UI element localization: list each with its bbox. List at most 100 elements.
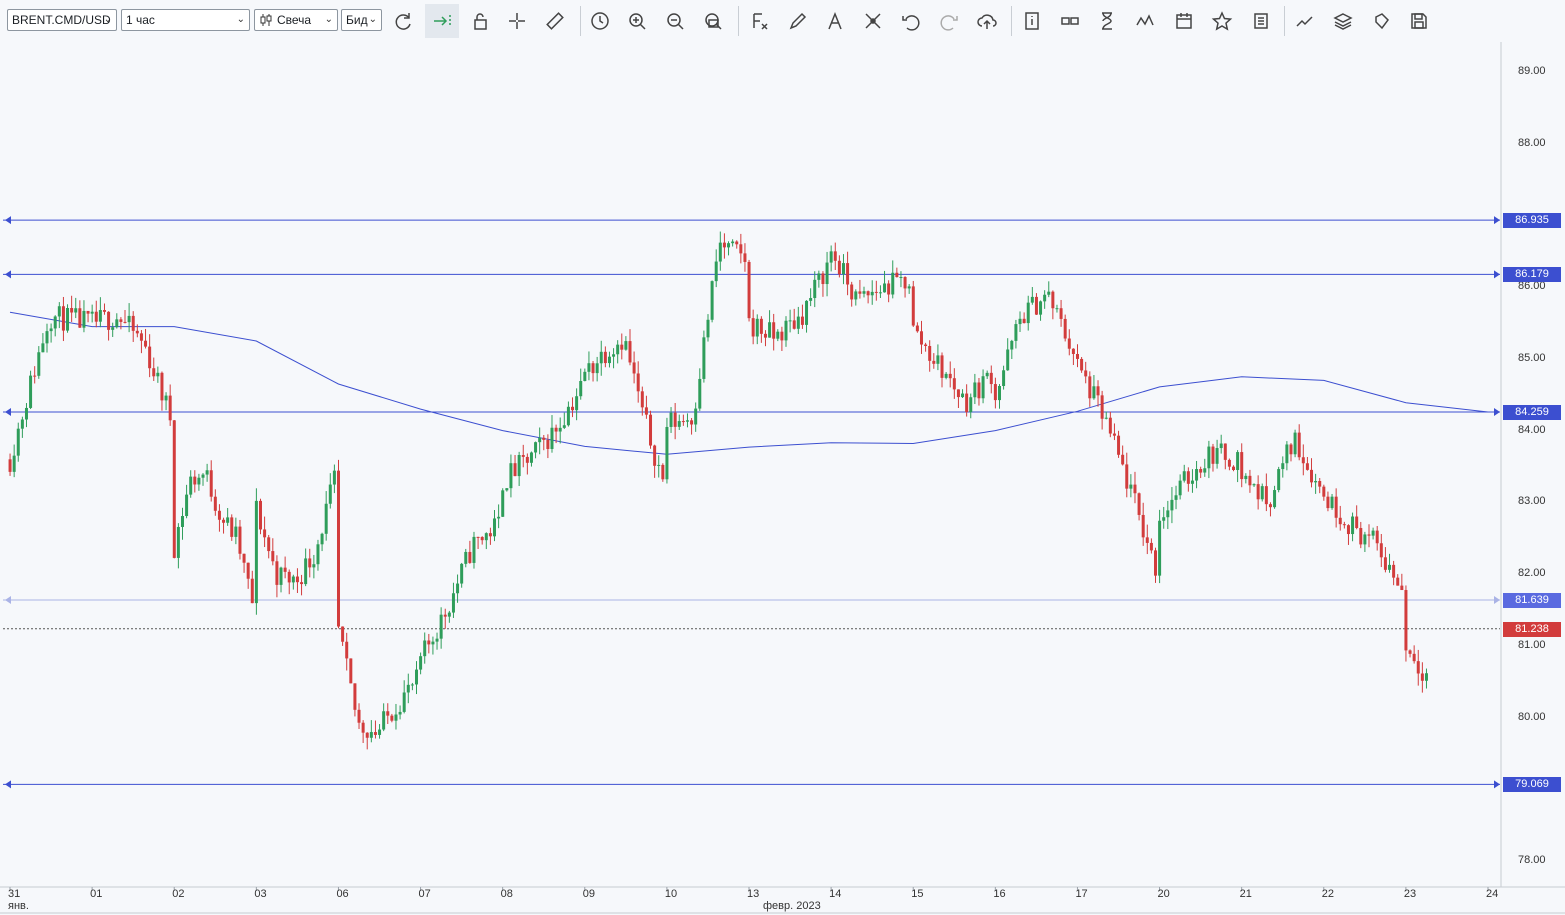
candle [525,453,529,475]
candle [1392,560,1396,586]
candle [1141,502,1145,546]
candle [78,300,82,328]
candle [665,417,669,484]
candle [850,281,854,307]
candle-body [369,732,373,738]
candle-body [267,537,271,552]
cloud-upload-icon[interactable] [972,7,1002,35]
candle [24,403,28,428]
price-side-select[interactable]: Бид ⌄ [341,9,382,31]
candle [476,536,480,550]
candle-body [57,306,61,317]
zoom-in-icon[interactable] [622,7,652,35]
candle-body [550,427,554,449]
candle-body [472,536,476,563]
symbol-select[interactable]: BRENT.CMD/USD ⌄ [7,9,117,31]
calendar-icon[interactable] [1169,7,1199,35]
candle [300,574,304,596]
zoom-reset-icon[interactable] [698,7,728,35]
candle [460,562,464,588]
candle [1293,429,1297,458]
candle [357,703,361,729]
candle [1367,524,1371,548]
hourglass-icon[interactable] [1092,7,1122,35]
candle [624,336,628,351]
candle [1022,312,1026,324]
candle-body [1285,444,1289,464]
candle-body [1268,504,1272,508]
zoom-out-icon[interactable] [660,7,690,35]
candle [989,365,993,394]
candle [616,340,620,364]
candle [246,562,250,589]
candle-body [415,669,419,685]
info-icon[interactable] [1017,7,1047,35]
candle [517,451,521,487]
candle [45,323,49,353]
lock-icon[interactable] [465,7,495,35]
candle [123,309,127,324]
save-icon[interactable] [1404,7,1434,35]
candle [1371,527,1375,540]
candle-body [677,421,681,427]
formula-icon[interactable] [745,7,775,35]
list-icon[interactable] [1246,7,1276,35]
candle-body [1424,673,1428,681]
candle-body [690,420,694,425]
crosshair-icon[interactable] [502,7,532,35]
undo-icon[interactable] [896,7,926,35]
candle [1424,668,1428,689]
chart-type-select[interactable]: Свеча ⌄ [254,9,338,31]
candle-body [254,500,258,604]
candle [669,407,673,433]
candle [1051,290,1055,320]
clock-icon[interactable] [585,7,615,35]
candle-body [230,517,234,537]
candle-body [131,315,135,331]
candle-body [747,261,751,319]
ruler-icon[interactable] [540,7,570,35]
compare-icon[interactable] [1055,7,1085,35]
wave-icon[interactable] [1130,7,1160,35]
x-sublabel-month: янв. [8,900,29,912]
candle-body [365,732,369,738]
candle [1186,467,1190,492]
candle [390,713,394,723]
pencil-icon[interactable] [783,7,813,35]
x-tick-label: 13 [747,888,760,900]
star-icon[interactable] [1207,7,1237,35]
candle-body [591,363,595,374]
text-tool-icon[interactable] [820,7,850,35]
chevron-down-icon: ⌄ [324,14,333,25]
trend-tools-icon[interactable] [1290,7,1320,35]
candle [1412,645,1416,664]
candle [780,326,784,352]
candle-body [16,428,20,456]
candle-body [911,286,915,326]
candle [591,361,595,382]
candle-body [1375,530,1379,544]
y-tick-label: 84.00 [1518,423,1546,436]
theme-icon[interactable] [1366,7,1396,35]
timeframe-select[interactable]: 1 час ⌄ [121,9,250,31]
candle-body [517,455,521,477]
candle-body [1158,520,1162,576]
candle-body [1174,495,1178,500]
layers-icon[interactable] [1328,7,1358,35]
nodes-icon[interactable] [858,7,888,35]
candle [415,661,419,695]
candle [1338,505,1342,531]
candle-body [965,393,969,413]
candle [1018,311,1022,332]
refresh-icon[interactable] [388,7,418,35]
candle-body [636,373,640,392]
candle [275,555,279,598]
autoscroll-icon[interactable] [425,4,459,38]
candle-body [1195,469,1199,481]
redo-icon[interactable] [934,7,964,35]
candle [1334,488,1338,528]
candle-body [858,291,862,294]
candle-body [1318,481,1322,487]
candle-body [1420,673,1424,681]
